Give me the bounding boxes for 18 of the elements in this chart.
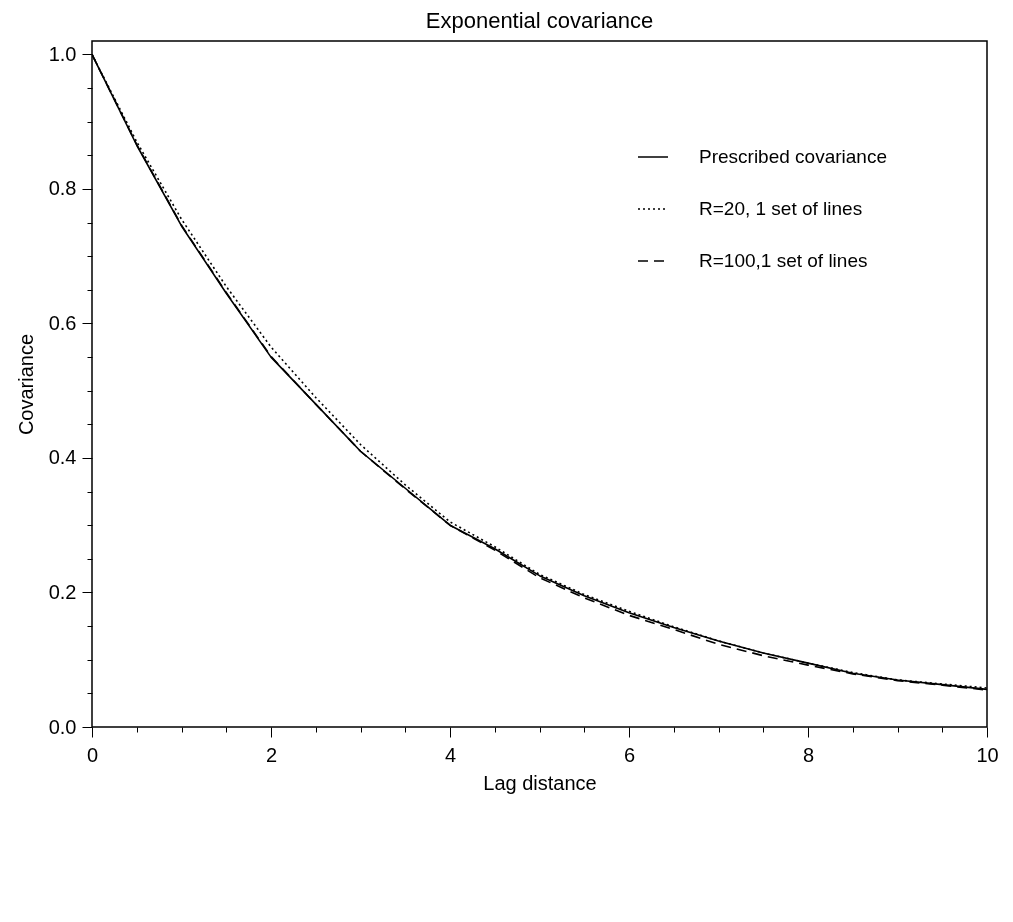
x-tick-label: 0 [86, 743, 99, 766]
x-tick-label: 6 [623, 743, 636, 766]
y-tick-label: 0.0 [48, 715, 77, 738]
x-tick-label: 8 [802, 743, 815, 766]
legend-label: R=20, 1 set of lines [699, 198, 863, 219]
x-tick-label: 4 [444, 743, 457, 766]
y-tick-label: 0.2 [48, 580, 77, 603]
x-axis-title: Lag distance [483, 771, 597, 794]
y-tick-label: 1.0 [48, 42, 77, 65]
chart-title: Exponential covariance [425, 8, 654, 33]
legend-label: R=100,1 set of lines [699, 250, 868, 271]
legend-label: Prescribed covariance [699, 146, 887, 167]
y-tick-label: 0.8 [48, 177, 77, 200]
y-tick-label: 0.4 [48, 446, 77, 469]
x-tick-label: 2 [265, 743, 278, 766]
y-axis-title: Covariance [14, 333, 37, 436]
x-tick-label: 10 [976, 743, 999, 766]
y-tick-label: 0.6 [48, 311, 77, 334]
